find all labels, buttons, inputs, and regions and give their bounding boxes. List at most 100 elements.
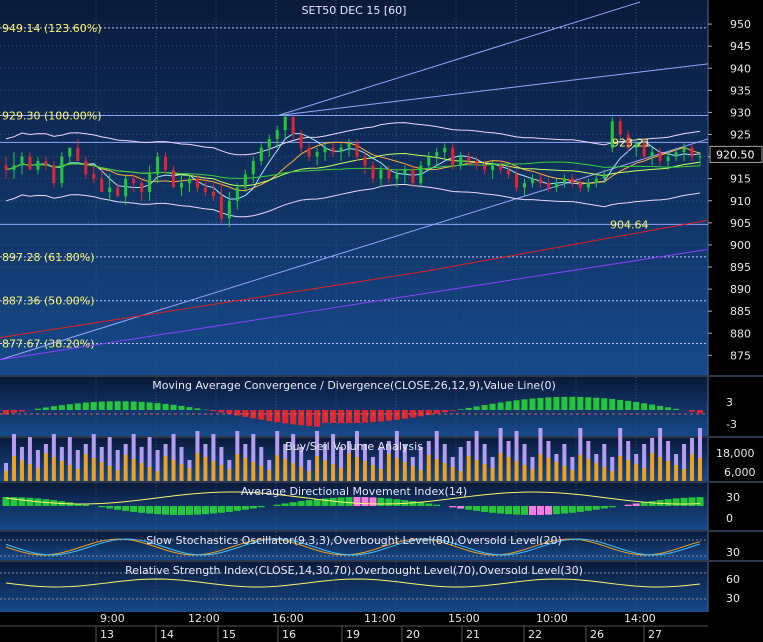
price-tick-label: 890	[730, 283, 751, 296]
candle-body	[371, 165, 375, 179]
volume-bar-buy	[554, 454, 559, 462]
volume-bar-sell	[51, 457, 56, 481]
volume-bar-sell	[347, 453, 352, 481]
volume-bar-buy	[594, 454, 599, 463]
candle-body	[20, 156, 24, 166]
volume-bar-sell	[362, 461, 367, 481]
volume-bar-sell	[522, 465, 527, 481]
volume-bar-buy	[442, 444, 447, 463]
volume-bar-sell	[307, 471, 312, 481]
candle-body	[499, 165, 503, 170]
volume-bar-buy	[626, 441, 631, 460]
candle-body	[387, 169, 391, 179]
candle-body	[347, 143, 351, 148]
rsi-line	[5, 578, 701, 588]
volume-bar-sell	[458, 471, 463, 481]
volume-bar-buy	[107, 437, 112, 466]
volume-bar-sell	[490, 468, 495, 481]
volume-bar-buy	[434, 431, 439, 459]
volume-bar-sell	[195, 453, 200, 481]
candle-body	[427, 156, 431, 166]
date-label: 26	[590, 628, 604, 641]
volume-bar-sell	[530, 469, 535, 481]
volume-bar-buy	[299, 447, 304, 467]
candle-body	[76, 147, 80, 161]
panel-adx-title: Average Directional Movement Index(14)	[241, 485, 467, 498]
bollinger-lower	[5, 183, 701, 218]
candle-body	[36, 161, 40, 170]
adx-tick: 30	[726, 491, 740, 504]
volume-bar-buy	[386, 441, 391, 454]
volume-bar-buy	[291, 434, 296, 463]
candle-body	[283, 116, 287, 131]
volume-bar-sell	[187, 468, 192, 481]
date-label: 16	[282, 628, 296, 641]
volume-bar-buy	[99, 447, 104, 462]
volume-bar-buy	[275, 431, 280, 455]
volume-bar-sell	[211, 461, 216, 481]
fib-label: 929.30 (100.00%)	[2, 110, 102, 123]
volume-bar-buy	[163, 444, 168, 456]
volume-bar-sell	[59, 461, 64, 481]
price-annotation: 923.21	[612, 136, 651, 149]
price-tick-label: 910	[730, 195, 751, 208]
fib-label: 897.28 (61.80%)	[2, 251, 95, 264]
volume-bar-sell	[474, 460, 479, 481]
stoch-tick: 30	[726, 546, 740, 559]
volume-bar-buy	[370, 457, 375, 465]
price-tick-label: 895	[730, 261, 751, 274]
candle-body	[578, 183, 582, 188]
candle-body	[554, 183, 558, 188]
candle-body	[84, 161, 88, 175]
volume-bar-buy	[410, 457, 415, 466]
volume-bar-buy	[35, 450, 40, 468]
price-tick-label: 885	[730, 305, 751, 318]
price-tick-label: 925	[730, 129, 751, 142]
volume-bar-buy	[650, 438, 655, 453]
volume-bar-buy	[67, 437, 72, 465]
volume-bar-buy	[426, 441, 431, 455]
price-annotation: 904.64	[610, 218, 649, 231]
candle-body	[674, 152, 678, 157]
volume-bar-buy	[362, 444, 367, 461]
candle-body	[140, 183, 144, 192]
volume-bar-buy	[698, 428, 702, 458]
volume-bar-sell	[658, 457, 663, 481]
candle-body	[618, 121, 622, 135]
volume-bar-sell	[147, 467, 152, 481]
volume-bar-sell	[123, 455, 128, 481]
candle-body	[108, 187, 112, 192]
fib-label: 887.36 (50.00%)	[2, 295, 95, 308]
time-label: 15:00	[448, 612, 480, 625]
candle-body	[395, 174, 399, 179]
volume-bar-sell	[514, 461, 519, 481]
volume-bar-buy	[506, 441, 511, 457]
time-label: 16:00	[272, 612, 304, 625]
volume-bar-sell	[394, 458, 399, 481]
volume-bar-buy	[586, 441, 591, 459]
volume-bar-buy	[490, 457, 495, 468]
candle-body	[602, 174, 606, 179]
candle-body	[682, 147, 686, 153]
volume-bar-buy	[283, 444, 288, 459]
candle-body	[299, 134, 303, 148]
macd-tick: 3	[726, 396, 733, 409]
volume-bar-buy	[339, 447, 344, 468]
volume-bar-sell	[35, 468, 40, 481]
candle-body	[4, 165, 8, 170]
candle-body	[219, 196, 223, 219]
volume-bar-buy	[682, 444, 687, 469]
candle-body	[467, 156, 471, 161]
volume-bar-buy	[4, 463, 8, 471]
volume-bar-sell	[203, 457, 208, 481]
time-axis-bg	[0, 612, 763, 642]
date-label: 20	[406, 628, 420, 641]
volume-bar-buy	[522, 444, 527, 465]
candle-body	[530, 178, 534, 184]
adx-tick: 0	[726, 512, 733, 525]
volume-bar-buy	[83, 444, 88, 454]
volume-bar-sell	[562, 466, 567, 481]
candle-body	[339, 147, 343, 153]
volume-bar-buy	[219, 447, 224, 465]
channel-upper	[277, 1, 641, 116]
